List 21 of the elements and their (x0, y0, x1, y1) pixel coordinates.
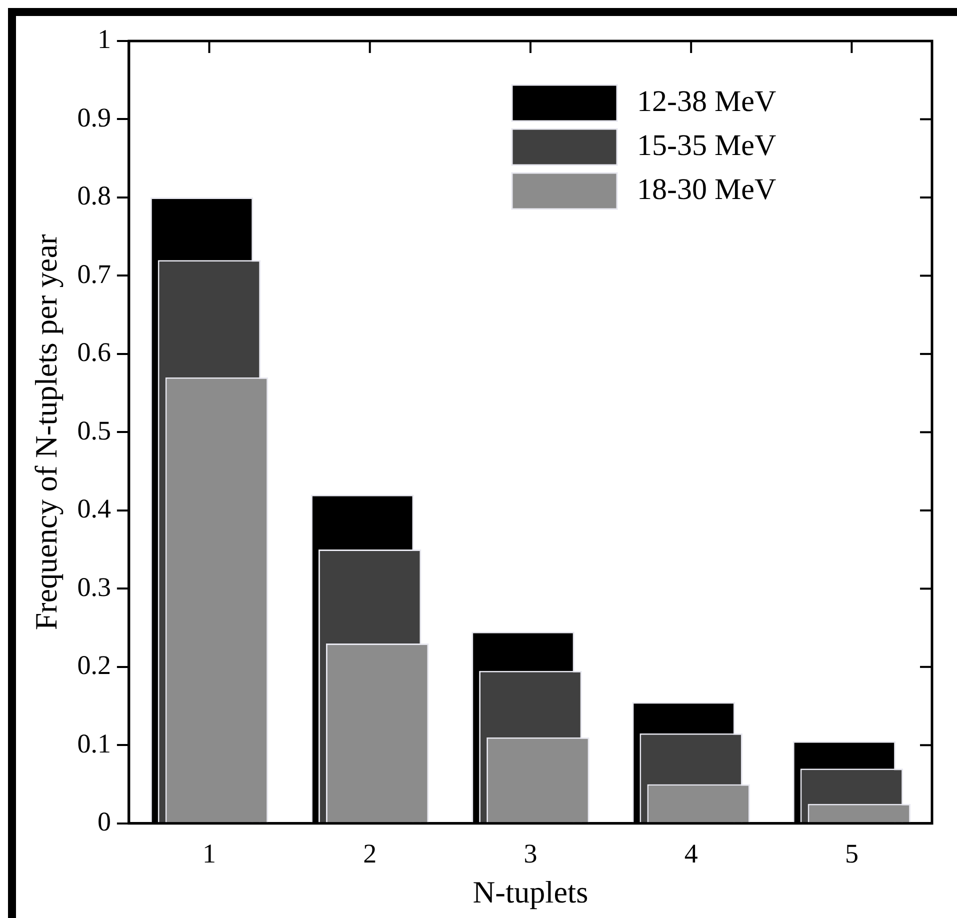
x-tick-label: 4 (684, 838, 698, 869)
y-tick-label: 0.7 (77, 258, 111, 289)
y-tick-label: 0.6 (77, 337, 111, 368)
y-axis-title: Frequency of N-tuplets per year (28, 234, 64, 630)
x-axis-title: N-tuplets (472, 874, 588, 910)
x-tick-label: 5 (844, 838, 858, 869)
x-tick-label: 1 (202, 838, 216, 869)
y-tick-label: 0.9 (77, 102, 111, 132)
x-tick-label: 2 (363, 838, 377, 869)
y-tick-label: 0.3 (77, 572, 111, 602)
x-tick-label: 3 (524, 838, 538, 869)
legend-label: 12-38 MeV (637, 84, 776, 118)
y-tick-label: 0.5 (77, 415, 111, 446)
y-tick-label: 1 (97, 24, 111, 54)
y-tick-label: 0 (97, 806, 111, 836)
legend-label: 18-30 MeV (637, 172, 776, 206)
y-tick-label: 0.8 (77, 180, 111, 211)
y-tick-label: 0.4 (77, 494, 112, 524)
legend-label: 15-35 MeV (637, 128, 776, 162)
y-tick-label: 0.2 (77, 650, 111, 680)
y-tick-label: 0.1 (77, 728, 111, 758)
